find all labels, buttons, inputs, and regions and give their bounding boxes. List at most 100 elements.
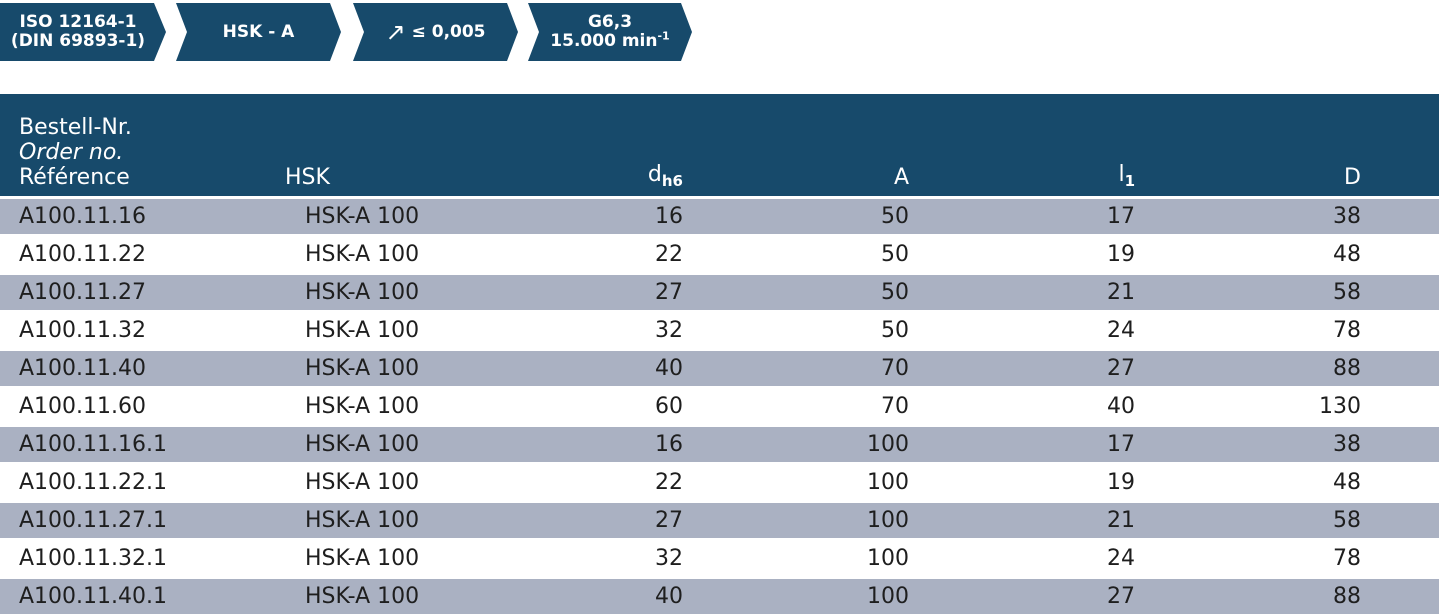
- runout-value: ≤ 0,005: [412, 23, 486, 42]
- cell-hsk: HSK-A 100: [285, 274, 600, 312]
- cell-d2: 48: [1135, 464, 1361, 502]
- cell-d: 60: [600, 388, 683, 426]
- cell-l1: 24: [909, 312, 1135, 350]
- cell-l1: 19: [909, 236, 1135, 274]
- header-row: Bestell-Nr. Order no. Référence HSK dh6 …: [0, 94, 1439, 198]
- cell-d: 16: [600, 426, 683, 464]
- cell-hsk: HSK-A 100: [285, 426, 600, 464]
- cell-l1: 21: [909, 502, 1135, 540]
- cell-a: 50: [683, 198, 909, 236]
- header-reference: Bestell-Nr. Order no. Référence: [0, 94, 285, 198]
- cell-l1: 24: [909, 540, 1135, 578]
- cell-hsk: HSK-A 100: [285, 312, 600, 350]
- cell-l1: 40: [909, 388, 1135, 426]
- balance-speed: 15.000 min: [550, 31, 657, 51]
- hsk-badge-label: HSK - A: [223, 23, 295, 42]
- cell-d: 32: [600, 540, 683, 578]
- cell-spacer: [1361, 312, 1439, 350]
- cell-a: 100: [683, 464, 909, 502]
- header-hsk: HSK: [285, 94, 600, 198]
- cell-reference: A100.11.40: [0, 350, 285, 388]
- cell-reference: A100.11.16.1: [0, 426, 285, 464]
- cell-d: 32: [600, 312, 683, 350]
- header-d-sub: h6: [662, 172, 683, 190]
- balance-grade: G6,3: [588, 13, 632, 32]
- cell-hsk: HSK-A 100: [285, 198, 600, 236]
- hsk-badge: HSK - A: [176, 3, 341, 61]
- cell-d2: 88: [1135, 350, 1361, 388]
- cell-d: 16: [600, 198, 683, 236]
- cell-reference: A100.11.32: [0, 312, 285, 350]
- header-reference-de: Bestell-Nr.: [19, 115, 285, 140]
- cell-hsk: HSK-A 100: [285, 388, 600, 426]
- cell-spacer: [1361, 236, 1439, 274]
- cell-a: 50: [683, 274, 909, 312]
- cell-l1: 21: [909, 274, 1135, 312]
- header-l-sub: 1: [1125, 172, 1135, 190]
- standard-badge: ISO 12164-1 (DIN 69893-1): [0, 3, 166, 61]
- cell-spacer: [1361, 426, 1439, 464]
- cell-reference: A100.11.16: [0, 198, 285, 236]
- balance-badge: G6,3 15.000 min-1: [528, 3, 692, 61]
- header-reference-fr: Référence: [19, 165, 285, 190]
- cell-reference: A100.11.27.1: [0, 502, 285, 540]
- runout-badge: ↗ ≤ 0,005: [353, 3, 518, 61]
- cell-l1: 19: [909, 464, 1135, 502]
- cell-spacer: [1361, 502, 1439, 540]
- product-table: Bestell-Nr. Order no. Référence HSK dh6 …: [0, 94, 1439, 614]
- spec-badges: ISO 12164-1 (DIN 69893-1) HSK - A ↗ ≤ 0,…: [0, 3, 700, 61]
- cell-hsk: HSK-A 100: [285, 540, 600, 578]
- header-d: dh6: [600, 94, 683, 198]
- cell-reference: A100.11.60: [0, 388, 285, 426]
- arrow-up-right-icon: ↗: [385, 23, 405, 42]
- cell-d2: 130: [1135, 388, 1361, 426]
- cell-spacer: [1361, 464, 1439, 502]
- cell-d2: 58: [1135, 274, 1361, 312]
- header-d-main: d: [648, 162, 662, 187]
- standard-badge-line1: ISO 12164-1: [20, 13, 137, 32]
- cell-d2: 58: [1135, 502, 1361, 540]
- cell-a: 70: [683, 350, 909, 388]
- table-header: Bestell-Nr. Order no. Référence HSK dh6 …: [0, 94, 1439, 198]
- header-l1: l1: [909, 94, 1135, 198]
- cell-hsk: HSK-A 100: [285, 502, 600, 540]
- header-reference-en: Order no.: [19, 140, 285, 165]
- cell-a: 100: [683, 426, 909, 464]
- balance-speed-line: 15.000 min-1: [550, 32, 669, 51]
- cell-l1: 17: [909, 198, 1135, 236]
- cell-d: 40: [600, 350, 683, 388]
- cell-d2: 48: [1135, 236, 1361, 274]
- cell-d2: 38: [1135, 198, 1361, 236]
- cell-spacer: [1361, 540, 1439, 578]
- cell-a: 100: [683, 502, 909, 540]
- cell-hsk: HSK-A 100: [285, 236, 600, 274]
- cell-spacer: [1361, 198, 1439, 236]
- cell-a: 50: [683, 236, 909, 274]
- cell-spacer: [1361, 274, 1439, 312]
- balance-speed-exponent: -1: [657, 29, 669, 42]
- cell-d: 22: [600, 236, 683, 274]
- cell-d: 27: [600, 274, 683, 312]
- standard-badge-line2: (DIN 69893-1): [11, 32, 145, 51]
- cell-reference: A100.11.27: [0, 274, 285, 312]
- cell-reference: A100.11.22.1: [0, 464, 285, 502]
- cell-a: 50: [683, 312, 909, 350]
- cell-d2: 78: [1135, 312, 1361, 350]
- cell-l1: 17: [909, 426, 1135, 464]
- cell-d: 22: [600, 464, 683, 502]
- cell-d2: 78: [1135, 540, 1361, 578]
- cell-reference: A100.11.32.1: [0, 540, 285, 578]
- cell-spacer: [1361, 350, 1439, 388]
- cell-spacer: [1361, 388, 1439, 426]
- cell-hsk: HSK-A 100: [285, 464, 600, 502]
